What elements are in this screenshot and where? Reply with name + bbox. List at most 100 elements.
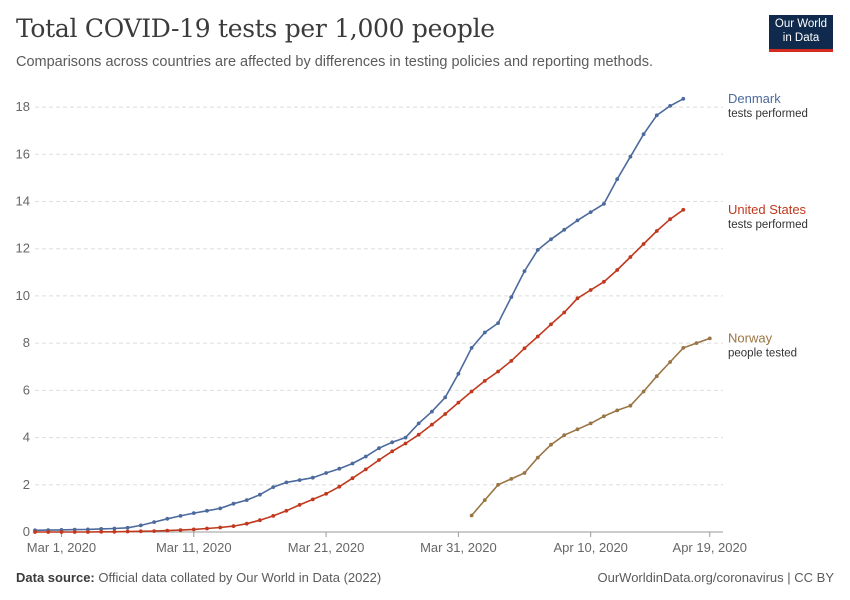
y-tick-label: 12 (16, 241, 30, 256)
data-point-united-states (310, 497, 315, 502)
data-point-united-states (509, 359, 514, 363)
data-point-denmark (403, 435, 408, 440)
data-point-denmark (681, 96, 686, 101)
data-point-norway (549, 442, 553, 447)
data-point-denmark (469, 346, 474, 350)
data-point-united-states (99, 529, 104, 534)
y-tick-label: 16 (16, 146, 30, 161)
data-point-denmark (628, 154, 633, 159)
data-point-united-states (628, 255, 633, 259)
data-point-denmark (390, 440, 395, 445)
data-point-norway (469, 513, 474, 518)
series-label-denmark: Denmark (728, 91, 781, 106)
data-point-denmark (297, 478, 302, 482)
series-labels: Denmark tests performed United States tests… (728, 91, 808, 360)
data-point-united-states (271, 514, 276, 518)
data-point-denmark (152, 520, 157, 524)
data-point-united-states (575, 296, 580, 301)
data-point-united-states (469, 389, 474, 394)
data-point-denmark (430, 409, 434, 414)
data-point-denmark (310, 475, 315, 480)
series-line-united-states (35, 209, 684, 533)
data-point-norway (668, 360, 672, 364)
data-point-united-states (178, 528, 183, 532)
series-sublabel-united-states: tests performed (728, 219, 808, 231)
data-point-united-states (244, 521, 249, 526)
series-line-denmark (34, 98, 684, 532)
y-tick-label: 6 (23, 382, 30, 397)
data-point-united-states (654, 229, 659, 233)
data-point-denmark (112, 526, 117, 531)
data-point-united-states (350, 476, 355, 481)
data-point-united-states (138, 529, 143, 534)
data-source-text: Official data collated by Our World in D… (98, 570, 382, 585)
data-point-united-states (549, 322, 553, 327)
x-tick-label: Mar 21, 2020 (288, 540, 365, 555)
series-group (33, 96, 712, 534)
data-point-denmark (86, 527, 90, 532)
data-point-united-states (258, 518, 262, 523)
data-point-denmark (258, 492, 262, 497)
data-point-united-states (46, 530, 51, 534)
data-point-united-states (668, 217, 672, 222)
x-tick-label: Mar 11, 2020 (156, 540, 232, 555)
data-point-denmark (377, 446, 381, 451)
data-point-denmark (443, 395, 448, 400)
data-point-norway (628, 403, 633, 408)
data-point-denmark (615, 177, 620, 182)
data-point-norway (588, 421, 593, 426)
logo-line-1: Our World (774, 18, 828, 30)
data-point-united-states (59, 530, 64, 534)
data-point-denmark (205, 508, 209, 513)
data-point-denmark (602, 202, 606, 206)
x-axis: Mar 1, 2020 Mar 11, 2020 Mar 21, 2020 Mar 3… (27, 531, 747, 555)
data-point-denmark (191, 511, 196, 515)
data-point-united-states (430, 422, 434, 427)
data-point-denmark (641, 132, 646, 137)
y-tick-label: 18 (16, 99, 30, 114)
data-point-united-states (602, 279, 606, 284)
data-point-norway (641, 389, 646, 394)
logo-line-2: in Data (782, 32, 820, 44)
data-point-denmark (244, 498, 249, 502)
gridlines (35, 106, 723, 486)
data-point-united-states (72, 530, 77, 534)
data-point-united-states (416, 432, 421, 437)
data-point-united-states (403, 441, 408, 446)
data-point-united-states (284, 508, 289, 513)
x-tick-label: Apr 10, 2020 (553, 540, 627, 555)
data-point-united-states (218, 525, 223, 530)
data-point-united-states (112, 529, 117, 534)
data-point-united-states (496, 369, 500, 374)
data-point-denmark (535, 248, 540, 252)
data-point-denmark (654, 113, 659, 118)
data-point-united-states (535, 334, 540, 339)
data-point-denmark (482, 330, 487, 335)
data-point-united-states (231, 524, 236, 528)
data-point-denmark (138, 523, 143, 528)
data-point-denmark (324, 471, 328, 475)
data-point-united-states (522, 346, 527, 351)
data-point-united-states (562, 310, 567, 315)
data-point-denmark (337, 466, 342, 471)
data-point-denmark (284, 480, 289, 485)
data-point-norway (522, 471, 527, 475)
data-point-denmark (271, 485, 276, 489)
data-point-united-states (482, 379, 487, 383)
data-point-united-states (615, 268, 620, 272)
owid-logo[interactable]: Our World in Data (769, 15, 833, 52)
data-point-united-states (377, 458, 381, 462)
data-point-united-states (641, 242, 646, 246)
data-point-norway (615, 408, 620, 413)
data-point-united-states (33, 530, 37, 534)
data-point-united-states (337, 484, 342, 489)
data-point-denmark (509, 295, 514, 299)
data-point-denmark (575, 218, 580, 223)
source-url-link[interactable]: OurWorldinData.org/coronavirus | CC BY (597, 570, 834, 585)
data-point-united-states (681, 207, 686, 212)
data-point-united-states (152, 529, 157, 533)
data-point-united-states (86, 530, 90, 534)
chart-title: Total COVID-19 tests per 1,000 people (16, 14, 495, 43)
data-point-denmark (456, 371, 461, 376)
